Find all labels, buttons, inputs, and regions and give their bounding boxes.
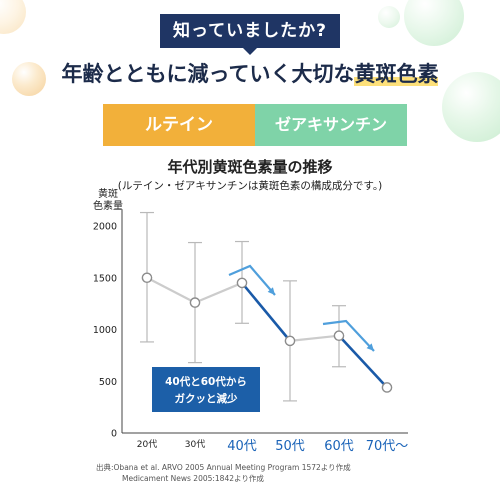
line-segment [289,334,340,342]
zeaxanthin-tag: ゼアキサンチン [255,104,407,146]
y-axis-label-line-1: 黄斑 [98,187,118,200]
y-tick-label: 1000 [93,325,117,336]
data-point [141,272,153,284]
decor-bubble [442,72,500,142]
callout-text-line-1: 40代と60代から [165,375,247,388]
decor-bubble [12,62,46,96]
y-tick-label: 2000 [93,222,117,233]
data-point [189,297,201,308]
chart-subtitle: (ルテイン・ゼアキサンチンは黄斑色素の構成成分です。) [117,180,383,192]
source-line-1: 出典:Obana et al. ARVO 2005 Annual Meeting… [96,463,351,472]
trend-arrow [322,319,375,352]
headline-highlight: 黄斑色素 [354,62,439,86]
y-axis-label-line-2: 色素量 [93,199,123,212]
question-badge: 知っていましたか? [160,14,340,48]
x-tick-label: 70代〜 [366,439,409,454]
x-tick-label: 30代 [185,439,205,450]
trend-arrow [228,264,276,296]
trend-arrow-head [267,287,275,295]
lutein-tag: ルテイン [103,104,255,146]
line-segment [194,281,243,304]
source-line-2: Medicament News 2005:1842より作成 [122,474,264,483]
headline: 年齢とともに減っていく大切な黄斑色素 [0,58,500,88]
line-segment [146,276,196,304]
callout-text-line-2: ガクッと減少 [175,392,238,405]
y-tick-label: 1500 [93,273,117,284]
source-note: 出典:Obana et al. ARVO 2005 Annual Meeting… [96,462,351,484]
decor-bubble [378,6,400,28]
decline-segment [240,282,292,342]
callout-box [152,367,260,412]
chart-title: 年代別黄斑色素量の推移 [167,158,333,176]
decline-segment [338,334,388,389]
trend-arrow-head [366,343,374,351]
decor-bubble [404,0,464,46]
y-tick-label: 500 [99,377,117,388]
data-point [236,277,248,289]
data-point [284,335,296,347]
badge-pointer [243,48,257,55]
data-point [381,382,393,393]
x-tick-label: 20代 [137,439,157,450]
y-tick-label: 0 [111,429,117,440]
headline-prefix: 年齢とともに減っていく大切な [61,62,355,86]
x-tick-label: 50代 [275,439,305,454]
x-tick-label: 40代 [227,439,257,454]
data-point [333,330,345,342]
x-tick-label: 60代 [324,439,354,454]
